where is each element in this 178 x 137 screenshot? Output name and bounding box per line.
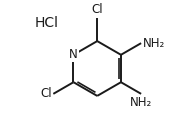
- Text: Cl: Cl: [40, 87, 52, 100]
- Text: HCl: HCl: [34, 16, 58, 30]
- Text: N: N: [69, 48, 78, 61]
- Text: NH₂: NH₂: [130, 96, 152, 109]
- Text: Cl: Cl: [91, 3, 103, 16]
- Text: NH₂: NH₂: [142, 37, 165, 50]
